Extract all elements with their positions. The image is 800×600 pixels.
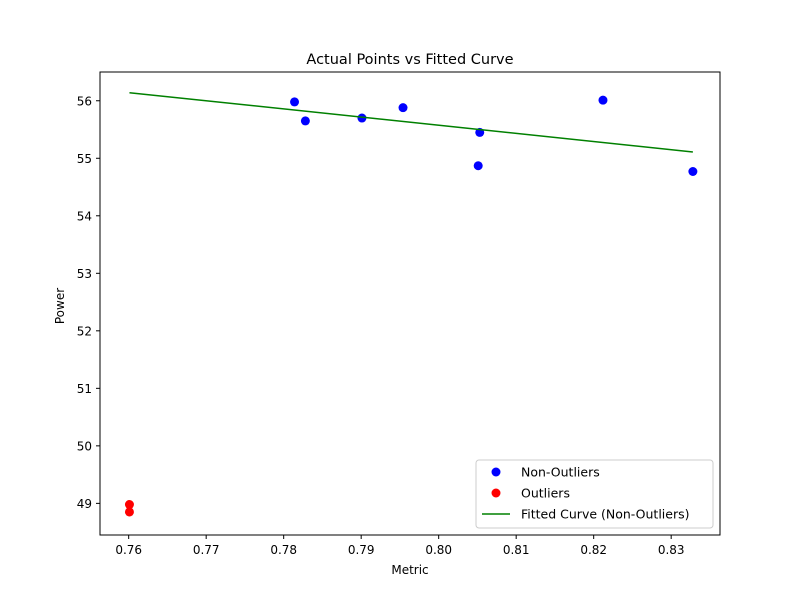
x-tick-label: 0.77 (193, 543, 220, 557)
y-tick-label: 55 (77, 152, 92, 166)
x-axis-ticks: 0.76 0.77 0.78 0.79 0.80 0.81 0.82 0.83 (115, 535, 685, 557)
point-non-outliers (357, 113, 367, 123)
x-tick-label: 0.83 (658, 543, 685, 557)
y-axis-ticks: 49 50 51 52 53 54 55 56 (77, 94, 100, 511)
series-line-fitted-curve-non-outliers (129, 91, 693, 153)
y-tick-label: 52 (77, 324, 92, 338)
x-tick-label: 0.76 (115, 543, 142, 557)
y-tick-label: 51 (77, 382, 92, 396)
point-outliers (124, 507, 134, 517)
point-non-outliers (290, 97, 300, 107)
x-tick-label: 0.81 (503, 543, 530, 557)
x-tick-label: 0.79 (348, 543, 375, 557)
chart-title: Actual Points vs Fitted Curve (306, 52, 513, 68)
legend-box (475, 459, 714, 529)
x-tick-label: 0.80 (425, 543, 452, 557)
legend-marker-non-outliers (491, 467, 501, 477)
point-non-outliers (473, 161, 483, 171)
y-tick-label: 53 (77, 267, 92, 281)
legend-marker-outliers (491, 488, 501, 498)
legend-label-non-outliers: Non-Outliers (521, 465, 600, 480)
y-tick-label: 50 (77, 439, 92, 453)
y-axis-label: Power (53, 288, 67, 324)
x-tick-label: 0.78 (270, 543, 297, 557)
point-non-outliers (300, 116, 310, 126)
x-tick-label: 0.82 (580, 543, 607, 557)
point-non-outliers (688, 167, 698, 177)
point-outliers (124, 500, 134, 510)
point-non-outliers (598, 95, 608, 105)
y-tick-label: 54 (77, 209, 92, 223)
plot-frame (99, 71, 721, 536)
x-axis-label: Metric (391, 563, 428, 577)
y-tick-label: 49 (77, 497, 92, 511)
plot-content (124, 91, 698, 517)
legend-label-outliers: Outliers (521, 486, 570, 501)
y-tick-label: 56 (77, 94, 92, 108)
legend: Non-Outliers Outliers Fitted Curve (Non-… (475, 459, 714, 529)
legend-label-fitted-curve: Fitted Curve (Non-Outliers) (521, 507, 690, 522)
point-non-outliers (398, 103, 408, 113)
